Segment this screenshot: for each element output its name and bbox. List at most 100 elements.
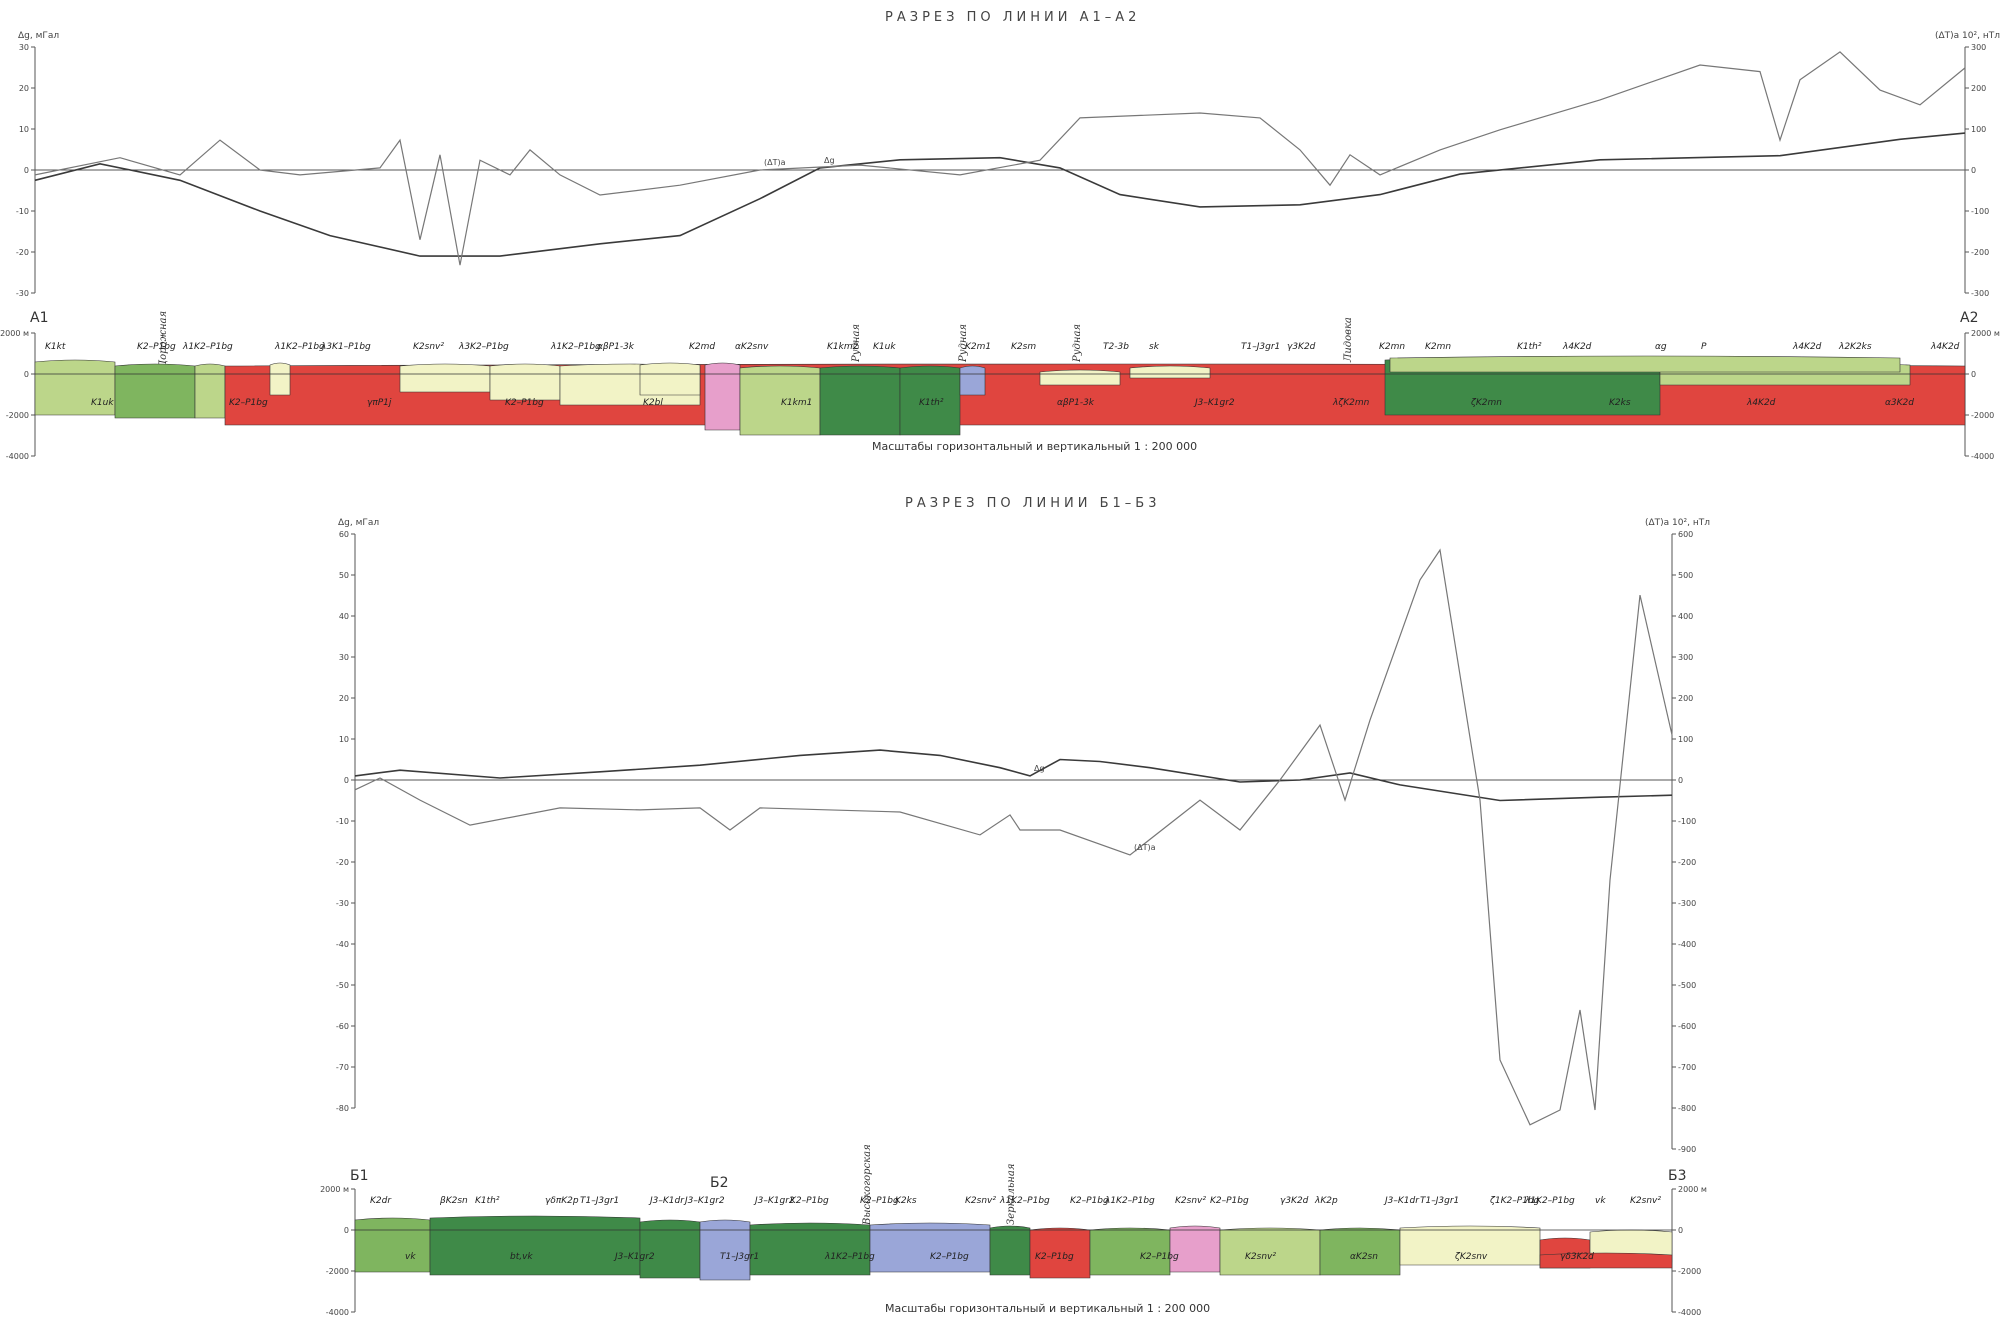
y-tick-label: -30 (16, 289, 29, 298)
formation-label: K2–P1bg (860, 1196, 899, 1206)
series-label: Δg (824, 156, 835, 165)
depth-tick-label: -2000 (6, 411, 29, 420)
section-b-right-axis-title: (ΔT)a 10², нТл (1645, 518, 1710, 528)
y-tick-label: 20 (339, 694, 349, 703)
formation-label: αK2snv (735, 342, 769, 352)
formation-label: αg (1655, 342, 1667, 352)
formation-label: J3–K1gr2 (685, 1196, 725, 1206)
formation-label: K2md (689, 342, 716, 352)
y2-tick-label: -900 (1678, 1145, 1696, 1154)
section-b-end-label: Б3 (1668, 1168, 1687, 1184)
y2-tick-label: 400 (1678, 612, 1693, 621)
formation-label: K2mn (1425, 342, 1452, 352)
geology-section-a (34, 355, 1966, 436)
formation-label: αβP1-3k (1057, 398, 1095, 408)
formation-label: K1th² (919, 398, 944, 408)
formation-label: T2-3b (1103, 342, 1129, 352)
formation-label: λ1K2–P1bg (1525, 1196, 1575, 1206)
rock-unit (114, 363, 196, 419)
formation-label: K2–P1bg (1035, 1252, 1074, 1262)
y-tick-label: 50 (339, 571, 349, 580)
y2-tick-label: -800 (1678, 1104, 1696, 1113)
formation-label: K2sm (1011, 342, 1037, 352)
series-line-dg (34, 132, 1966, 257)
depth-tick-label: -2000 (326, 1267, 349, 1276)
rock-unit (1039, 369, 1121, 386)
formation-label: bt,vk (510, 1252, 533, 1262)
rock-unit (749, 1222, 871, 1276)
y2-tick-label: 600 (1678, 530, 1693, 539)
y-tick-label: -10 (336, 817, 349, 826)
formation-label: J3–K1gr2 (755, 1196, 795, 1206)
section-b-left-axis-title: Δg, мГал (338, 518, 380, 528)
formation-label: ζK2snv (1455, 1252, 1488, 1262)
series-line-dg (354, 749, 1673, 802)
rock-unit (699, 1219, 751, 1281)
formation-label: K2–P1bg (790, 1196, 829, 1206)
y-tick-label: -80 (336, 1104, 349, 1113)
y-tick-label: 10 (19, 125, 29, 134)
y-tick-label: 0 (24, 166, 29, 175)
depth-tick-label: 2000 м (0, 329, 29, 338)
formation-label: αβP1-3k (597, 342, 635, 352)
formation-label: vk (1595, 1196, 1606, 1206)
y2-tick-label: 300 (1678, 653, 1693, 662)
formation-label: sk (1149, 342, 1159, 352)
section-a-right-axis-title: (ΔT)a 10², нТл (1935, 31, 2000, 41)
formation-label: J3–K1gr2 (615, 1252, 655, 1262)
depth-tick-label: -4000 (326, 1308, 349, 1317)
y-tick-label: 40 (339, 612, 349, 621)
formation-label: K1km1 (781, 398, 813, 408)
y-tick-label: -20 (336, 858, 349, 867)
formation-label: λ1K2–P1bg (183, 342, 233, 352)
y2-tick-label: 100 (1678, 735, 1693, 744)
section-a-end-label: А2 (1960, 310, 1979, 326)
y2-tick-label: -100 (1971, 207, 1989, 216)
formation-label: J3–K1gr2 (1195, 398, 1235, 408)
formation-label: ζK2mn (1471, 398, 1502, 408)
formation-label: K2–P1bg (1210, 1196, 1249, 1206)
formation-label: K1km2 (827, 342, 859, 352)
y-tick-label: -50 (336, 981, 349, 990)
y-tick-label: -30 (336, 899, 349, 908)
profile-chart-a: 3020100-10-20-303002001000-100-200-300Δg… (0, 43, 2000, 461)
y-tick-label: 0 (344, 776, 349, 785)
formation-label: α3K2d (1885, 398, 1914, 408)
formation-label: K2–P1bg (930, 1252, 969, 1262)
rock-unit (399, 363, 491, 393)
formation-label: λζK2mn (1333, 398, 1370, 408)
rock-unit (639, 1219, 701, 1279)
formation-label: K2–P1bg (229, 398, 268, 408)
y2-tick-label: -300 (1678, 899, 1696, 908)
rock-unit (819, 365, 901, 436)
formation-label: K2ks (895, 1196, 917, 1206)
formation-label: λ1K2–P1bg (1000, 1196, 1050, 1206)
y2-tick-label: -500 (1678, 981, 1696, 990)
formation-label: K2–P1bg (1140, 1252, 1179, 1262)
formation-label: J3–K1dr (1385, 1196, 1419, 1206)
formation-label: T1–J3gr1 (720, 1252, 760, 1262)
formation-label: γδπK2p (545, 1196, 579, 1206)
formation-label: K2ks (1609, 398, 1631, 408)
formation-label: K2–P1bg (1070, 1196, 1109, 1206)
formation-label: λ1K2–P1bg (275, 342, 325, 352)
formation-label: K1th² (1517, 342, 1542, 352)
formation-label: T1–J3gr1 (580, 1196, 620, 1206)
section-b-scale-note: Масштабы горизонтальный и вертикальный 1… (885, 1302, 1211, 1315)
formation-label: λ1K2–P1bg (1105, 1196, 1155, 1206)
formation-label: γπP1j (367, 398, 392, 408)
y-tick-label: 30 (339, 653, 349, 662)
formation-label: λ4K2d (1793, 342, 1822, 352)
section-a-start-label: А1 (30, 310, 49, 326)
rock-unit (194, 363, 226, 419)
formation-label: K1uk (873, 342, 896, 352)
y2-tick-label: -600 (1678, 1022, 1696, 1031)
depth-tick-label: -2000 (1678, 1267, 1701, 1276)
formation-label: P (1701, 342, 1707, 352)
section-b-start-label: Б1 (350, 1168, 369, 1184)
profile-chart-b: 6050403020100-10-20-30-40-50-60-70-80600… (320, 530, 1707, 1317)
depth-tick-label: -4000 (1678, 1308, 1701, 1317)
rock-unit (899, 365, 961, 436)
y-tick-label: -10 (16, 207, 29, 216)
